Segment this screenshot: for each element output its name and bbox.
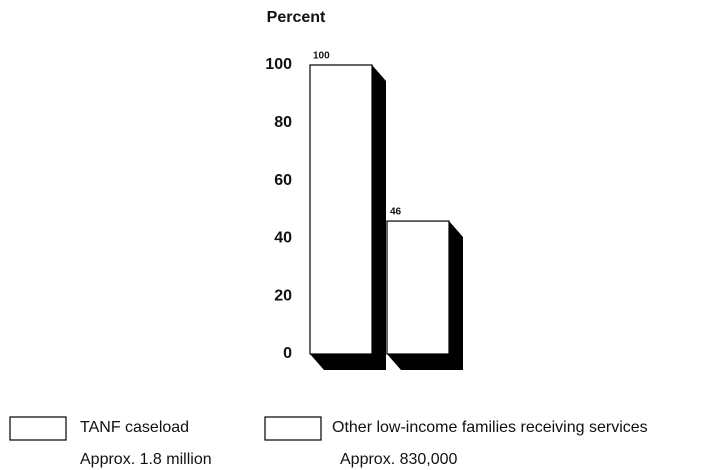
data-label: 46	[390, 207, 402, 218]
y-tick-label: 100	[265, 56, 292, 73]
y-tick-label: 60	[274, 172, 292, 189]
legend-label: TANF caseload	[80, 419, 189, 436]
bar	[309, 64, 373, 355]
data-label: 100	[313, 51, 330, 62]
legend-swatch	[9, 416, 67, 441]
y-axis-label: Percent	[267, 9, 326, 26]
y-tick-label: 0	[283, 345, 292, 362]
legend-swatch	[264, 416, 322, 441]
bar	[386, 220, 450, 355]
y-tick-label: 80	[274, 114, 292, 131]
legend-note: Approx. 1.8 million	[80, 451, 212, 468]
legend-note: Approx. 830,000	[340, 451, 458, 468]
y-tick-label: 20	[274, 287, 292, 304]
y-tick-label: 40	[274, 230, 292, 247]
legend-label: Other low-income families receiving serv…	[332, 419, 648, 436]
